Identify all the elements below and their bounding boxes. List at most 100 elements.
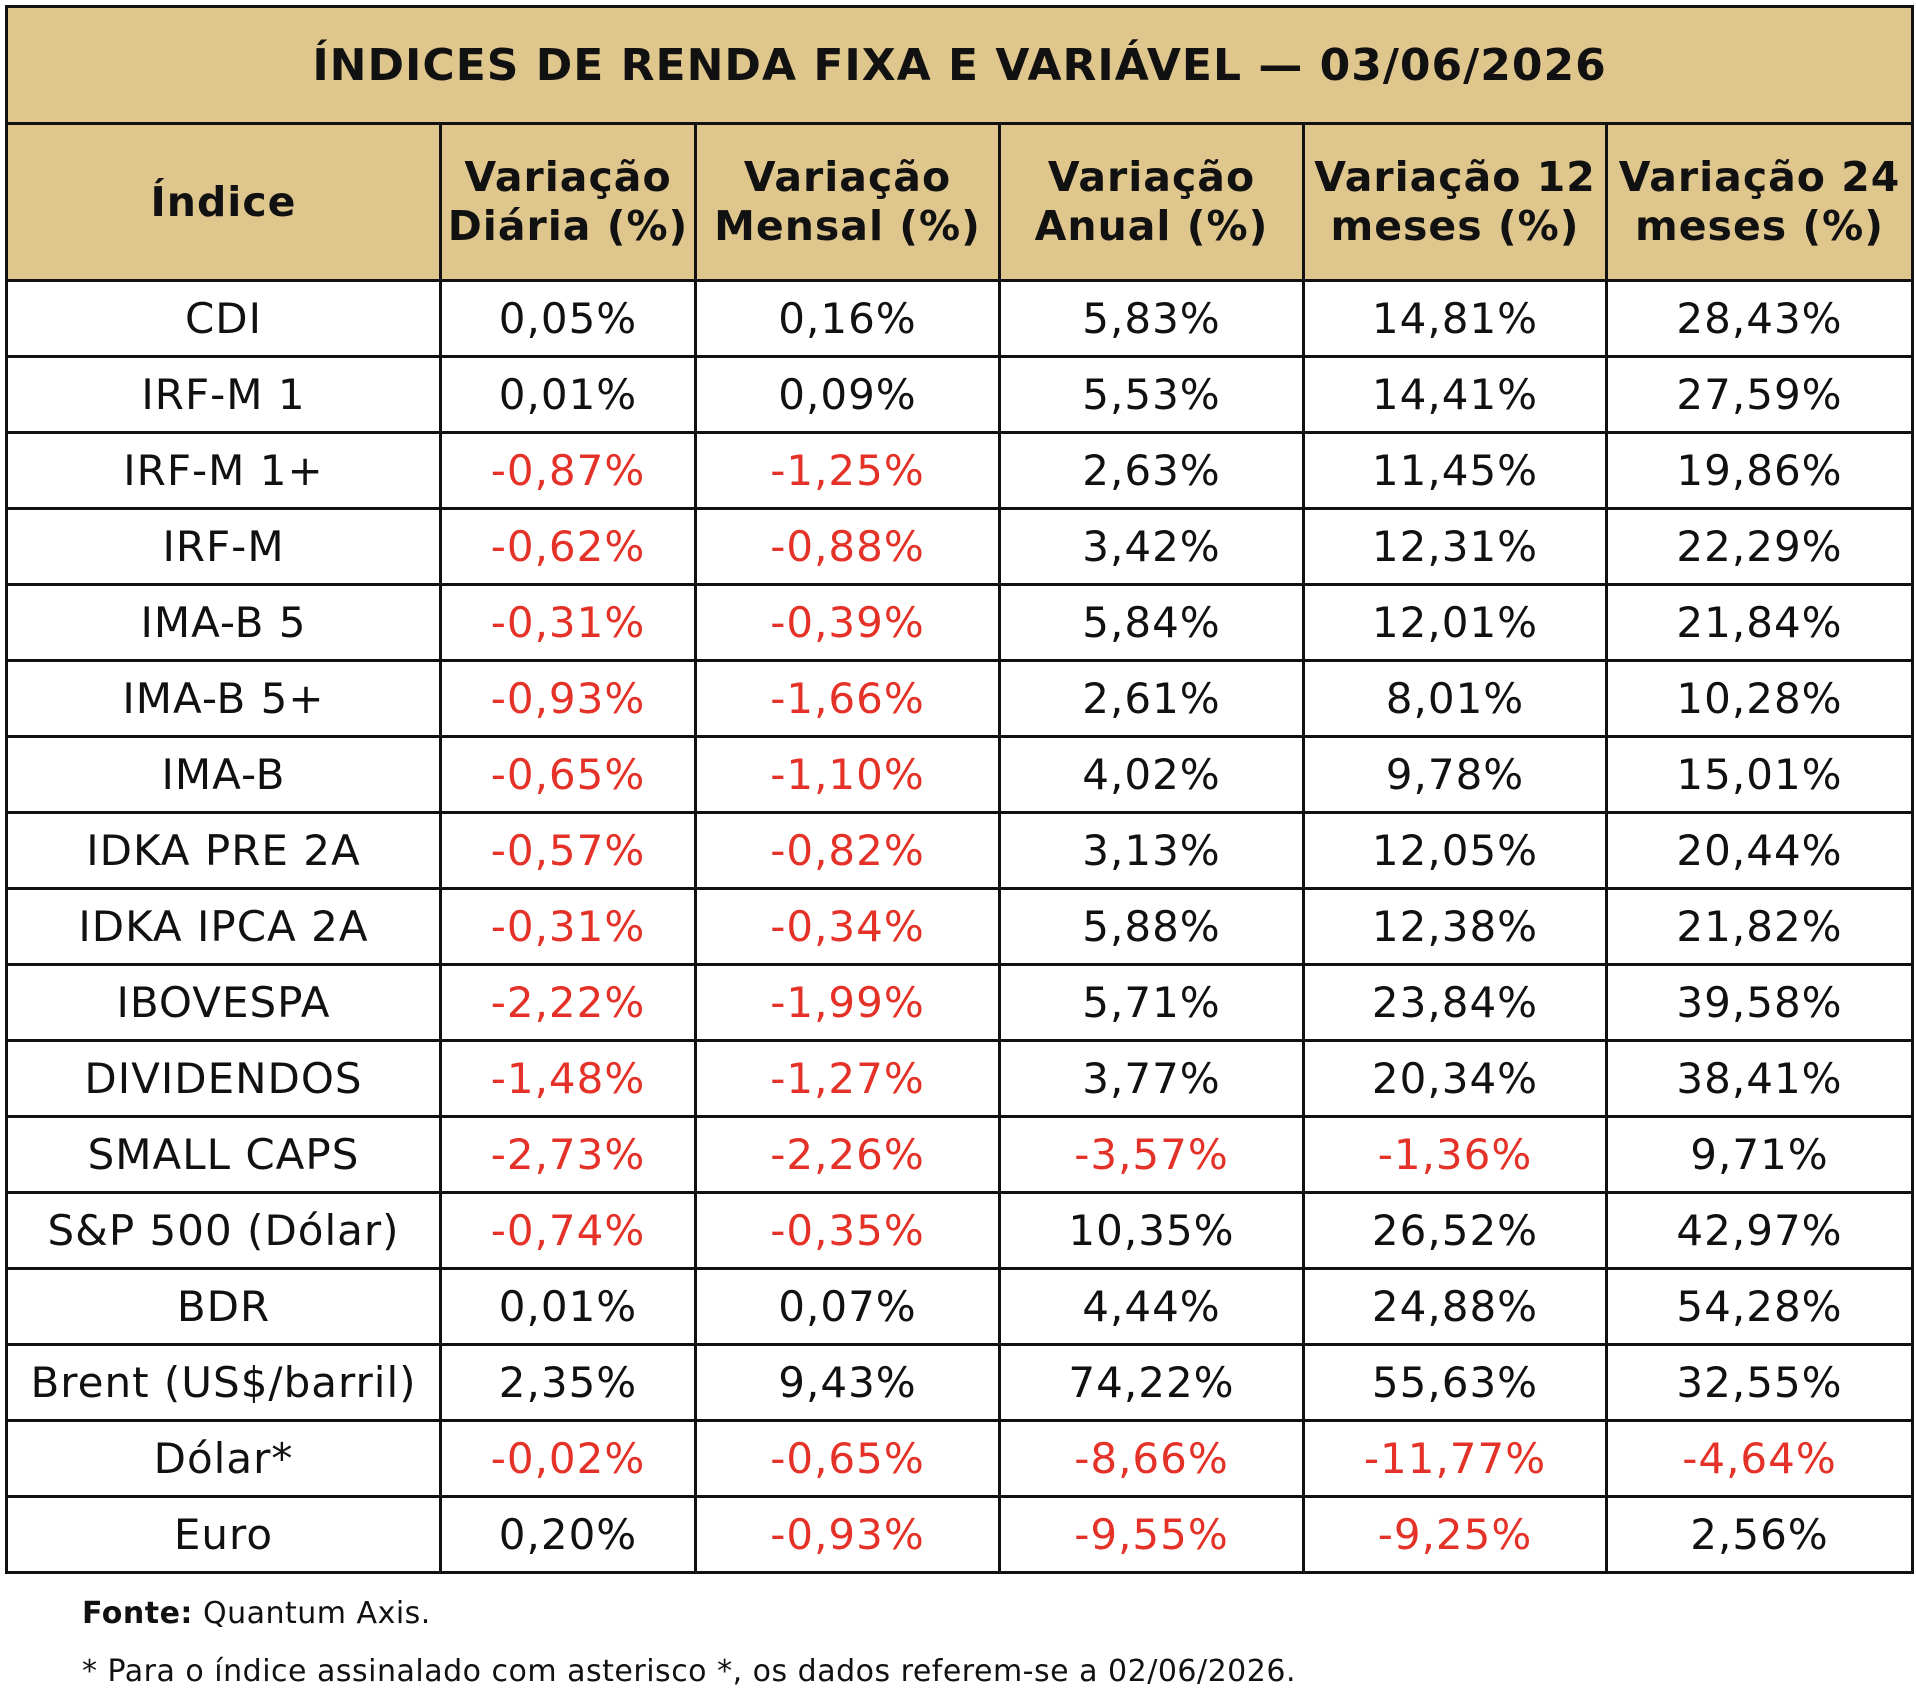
- index-name: IRF-M 1: [5, 355, 442, 434]
- column-header: Variação Diária (%): [439, 122, 697, 282]
- data-row: IRF-M -0,62% -0,88% 3,42% 12,31% 22,29%: [5, 507, 1915, 586]
- value-cell: -9,55%: [998, 1495, 1305, 1574]
- value-cell: 5,84%: [998, 583, 1305, 662]
- value-cell: 0,01%: [439, 355, 697, 434]
- data-row: SMALL CAPS -2,73% -2,26% -3,57% -1,36% 9,71%: [5, 1115, 1915, 1194]
- value-cell: 12,01%: [1302, 583, 1608, 662]
- index-name: DIVIDENDOS: [5, 1039, 442, 1118]
- index-name: IMA-B: [5, 735, 442, 814]
- value-cell: -4,64%: [1604, 1419, 1915, 1498]
- value-cell: -0,87%: [439, 431, 697, 510]
- value-cell: 10,35%: [998, 1191, 1305, 1270]
- column-header: Variação 12 meses (%): [1302, 122, 1608, 282]
- value-cell: -0,31%: [439, 887, 697, 966]
- value-cell: -2,73%: [439, 1115, 697, 1194]
- column-header: Índice: [5, 122, 442, 282]
- value-cell: 42,97%: [1604, 1191, 1915, 1270]
- data-row: IDKA IPCA 2A -0,31% -0,34% 5,88% 12,38% 21,82…: [5, 887, 1915, 966]
- value-cell: -0,93%: [694, 1495, 1001, 1574]
- index-name: IRF-M 1+: [5, 431, 442, 510]
- index-name: SMALL CAPS: [5, 1115, 442, 1194]
- value-cell: -11,77%: [1302, 1419, 1608, 1498]
- value-cell: 0,09%: [694, 355, 1001, 434]
- value-cell: -0,57%: [439, 811, 697, 890]
- value-cell: 39,58%: [1604, 963, 1915, 1042]
- index-name: IMA-B 5: [5, 583, 442, 662]
- value-cell: 27,59%: [1604, 355, 1915, 434]
- value-cell: -1,36%: [1302, 1115, 1608, 1194]
- value-cell: 2,35%: [439, 1343, 697, 1422]
- value-cell: 9,43%: [694, 1343, 1001, 1422]
- index-name: CDI: [5, 279, 442, 358]
- data-row: IRF-M 1+ -0,87% -1,25% 2,63% 11,45% 19,86%: [5, 431, 1915, 510]
- data-row: IMA-B 5 -0,31% -0,39% 5,84% 12,01% 21,84%: [5, 583, 1915, 662]
- value-cell: 21,84%: [1604, 583, 1915, 662]
- value-cell: 2,63%: [998, 431, 1305, 510]
- value-cell: 0,05%: [439, 279, 697, 358]
- value-cell: 5,88%: [998, 887, 1305, 966]
- value-cell: 21,82%: [1604, 887, 1915, 966]
- source: Quantum Axis.: [202, 1596, 431, 1631]
- value-cell: 12,31%: [1302, 507, 1608, 586]
- value-cell: 74,22%: [998, 1343, 1305, 1422]
- index-name: IDKA PRE 2A: [5, 811, 442, 890]
- data-row: IDKA PRE 2A -0,57% -0,82% 3,13% 12,05% 20,44%: [5, 811, 1915, 890]
- value-cell: 38,41%: [1604, 1039, 1915, 1118]
- value-cell: 0,20%: [439, 1495, 697, 1574]
- value-cell: 11,45%: [1302, 431, 1608, 510]
- value-cell: -0,93%: [439, 659, 697, 738]
- value-cell: 32,55%: [1604, 1343, 1915, 1422]
- value-cell: 4,02%: [998, 735, 1305, 814]
- index-name: IDKA IPCA 2A: [5, 887, 442, 966]
- value-cell: -0,88%: [694, 507, 1001, 586]
- value-cell: 15,01%: [1604, 735, 1915, 814]
- value-cell: -0,35%: [694, 1191, 1001, 1270]
- value-cell: 2,56%: [1604, 1495, 1915, 1574]
- data-row: IBOVESPA -2,22% -1,99% 5,71% 23,84% 39,58%: [5, 963, 1915, 1042]
- value-cell: 2,61%: [998, 659, 1305, 738]
- value-cell: 8,01%: [1302, 659, 1608, 738]
- value-cell: 0,01%: [439, 1267, 697, 1346]
- value-cell: 54,28%: [1604, 1267, 1915, 1346]
- value-cell: 4,44%: [998, 1267, 1305, 1346]
- note: * Para o índice assinalado com asterisco…: [82, 1654, 1296, 1689]
- data-row: DIVIDENDOS -1,48% -1,27% 3,77% 20,34% 38,41%: [5, 1039, 1915, 1118]
- value-cell: 5,71%: [998, 963, 1305, 1042]
- value-cell: -1,25%: [694, 431, 1001, 510]
- value-cell: 24,88%: [1302, 1267, 1608, 1346]
- value-cell: -0,82%: [694, 811, 1001, 890]
- index-name: S&P 500 (Dólar): [5, 1191, 442, 1270]
- value-cell: -9,25%: [1302, 1495, 1608, 1574]
- column-header: Variação Mensal (%): [694, 122, 1001, 282]
- value-cell: -1,99%: [694, 963, 1001, 1042]
- value-cell: 3,42%: [998, 507, 1305, 586]
- source-line: Fonte: Quantum Axis.: [82, 1596, 431, 1631]
- header-row: Índice Variação Diária (%) Variação Mensal…: [5, 122, 1915, 282]
- value-cell: -0,39%: [694, 583, 1001, 662]
- value-cell: -0,02%: [439, 1419, 697, 1498]
- value-cell: 23,84%: [1302, 963, 1608, 1042]
- value-cell: 14,41%: [1302, 355, 1608, 434]
- data-row: BDR 0,01% 0,07% 4,44% 24,88% 54,28%: [5, 1267, 1915, 1346]
- value-cell: 19,86%: [1604, 431, 1915, 510]
- value-cell: -1,48%: [439, 1039, 697, 1118]
- value-cell: 10,28%: [1604, 659, 1915, 738]
- value-cell: -0,65%: [694, 1419, 1001, 1498]
- column-header: Variação 24 meses (%): [1604, 122, 1915, 282]
- value-cell: 20,34%: [1302, 1039, 1608, 1118]
- value-cell: -0,34%: [694, 887, 1001, 966]
- value-cell: 5,53%: [998, 355, 1305, 434]
- index-name: IMA-B 5+: [5, 659, 442, 738]
- column-header: Variação Anual (%): [998, 122, 1305, 282]
- data-row: IMA-B 5+ -0,93% -1,66% 2,61% 8,01% 10,28%: [5, 659, 1915, 738]
- data-row: Brent (US$/barril) 2,35% 9,43% 74,22% 55,63%…: [5, 1343, 1915, 1422]
- value-cell: 55,63%: [1302, 1343, 1608, 1422]
- index-table: ÍNDICES DE RENDA FIXA E VARIÁVEL — 03/06…: [4, 5, 1915, 1574]
- value-cell: -2,26%: [694, 1115, 1001, 1194]
- data-row: Euro 0,20% -0,93% -9,55% -9,25% 2,56%: [5, 1495, 1915, 1574]
- data-row: CDI 0,05% 0,16% 5,83% 14,81% 28,43%: [5, 279, 1915, 358]
- value-cell: 12,05%: [1302, 811, 1608, 890]
- data-row: IMA-B -0,65% -1,10% 4,02% 9,78% 15,01%: [5, 735, 1915, 814]
- index-name: IRF-M: [5, 507, 442, 586]
